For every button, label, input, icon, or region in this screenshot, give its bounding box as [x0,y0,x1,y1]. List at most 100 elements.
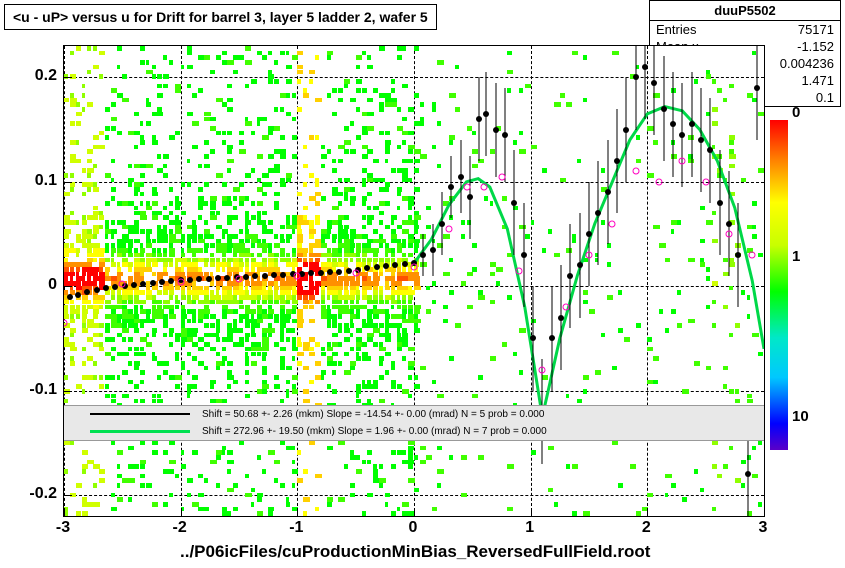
heat-cell [385,309,389,314]
heat-cell [152,211,158,216]
heat-cell [286,380,291,385]
heat-cell [163,272,168,277]
heat-cell [233,286,239,291]
heat-cell [286,178,292,183]
heat-cell [455,107,461,112]
heat-cell [490,201,494,206]
heat-cell [379,464,383,469]
heat-cell [408,450,413,455]
data-point [642,64,648,70]
heat-cell [280,51,286,56]
heat-cell [175,300,180,305]
heat-cell [309,225,314,230]
heat-cell [367,333,374,338]
heat-cell [373,295,378,300]
heat-cell [542,248,546,253]
heat-cell [332,370,336,375]
heat-cell [297,290,303,295]
heat-cell [449,356,454,361]
data-point [689,121,695,127]
heat-cell [397,145,402,150]
heat-cell [187,309,192,314]
heat-cell [572,464,578,469]
x-axis: -3-2-10123 [63,515,763,545]
heat-cell [338,441,344,446]
heat-cell [414,286,421,291]
heat-cell [64,399,68,404]
heat-cell [292,337,297,342]
heat-cell [152,328,157,333]
heat-cell [140,201,144,206]
heat-cell [391,286,395,291]
x-tick-label: -3 [56,519,70,537]
heat-cell [321,286,325,291]
data-point [196,276,202,282]
heat-cell [181,290,185,295]
data-point [252,273,258,279]
heat-cell [297,314,303,319]
heat-cell [303,248,308,253]
heat-cell [356,65,360,70]
heat-cell [192,356,197,361]
heat-cell [140,441,145,446]
heat-cell [239,441,244,446]
heat-cell [239,239,244,244]
heat-cell [82,168,87,173]
heat-cell [222,267,226,272]
heat-cell [216,328,220,333]
heat-cell [122,300,126,305]
heat-cell [117,483,121,488]
heat-cell [210,70,215,75]
heat-cell [391,98,397,103]
heat-cell [292,356,296,361]
heat-cell [286,51,290,56]
heat-cell [140,399,146,404]
heat-cell [659,243,666,248]
heat-cell [274,375,279,380]
heat-cell [385,286,390,291]
heat-cell [344,215,349,220]
heat-cell [420,460,426,465]
heat-cell [309,173,314,178]
heat-cell [210,281,214,286]
heat-cell [327,225,332,230]
heat-cell [583,389,587,394]
data-point [511,200,517,206]
heat-cell [157,375,161,380]
heat-cell [297,309,303,314]
heat-cell [344,370,351,375]
heat-cell [309,347,314,352]
heat-cell [327,258,332,263]
heat-cell [338,314,342,319]
heat-cell [286,253,290,258]
heat-cell [560,93,565,98]
heat-cell [262,309,267,314]
heat-cell [187,389,191,394]
heat-cell [76,159,81,164]
heat-cell [636,135,640,140]
heat-cell [665,474,672,479]
heat-cell [315,290,320,295]
heat-cell [356,352,360,357]
heat-cell [187,352,191,357]
heat-cell [344,225,349,230]
heat-cell [82,243,87,248]
heat-cell [245,60,252,65]
heat-cell [82,84,86,89]
heat-cell [402,239,406,244]
heat-cell [408,300,412,305]
heat-cell [157,229,162,234]
heat-cell [187,243,191,248]
heat-cell [210,196,217,201]
data-point [430,247,436,253]
heat-cell [327,248,332,253]
heat-cell [373,464,377,469]
heat-cell [111,309,116,314]
heat-cell [292,135,298,140]
heat-cell [321,164,326,169]
heat-cell [408,464,413,469]
heat-cell [70,267,74,272]
heat-cell [251,333,256,338]
heat-cell [362,126,368,131]
heat-cell [402,253,406,258]
